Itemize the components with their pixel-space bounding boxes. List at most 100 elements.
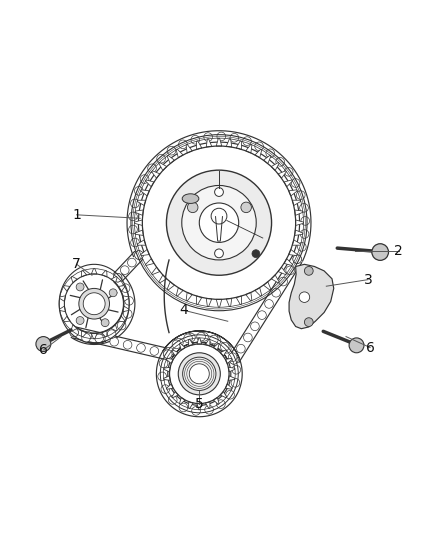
Circle shape xyxy=(197,332,205,341)
Circle shape xyxy=(237,344,245,353)
Circle shape xyxy=(279,277,287,286)
Circle shape xyxy=(83,293,105,314)
Circle shape xyxy=(215,249,223,258)
Circle shape xyxy=(163,350,172,358)
Polygon shape xyxy=(159,275,167,283)
Text: 2: 2 xyxy=(394,244,403,258)
Circle shape xyxy=(191,135,200,144)
Polygon shape xyxy=(213,343,219,350)
Polygon shape xyxy=(292,240,301,245)
Circle shape xyxy=(187,202,198,213)
Circle shape xyxy=(204,133,212,141)
Circle shape xyxy=(117,321,126,330)
Circle shape xyxy=(286,266,294,274)
Circle shape xyxy=(244,333,252,342)
Polygon shape xyxy=(64,286,70,292)
Circle shape xyxy=(349,338,364,353)
Polygon shape xyxy=(60,296,65,301)
Polygon shape xyxy=(141,249,149,256)
Polygon shape xyxy=(278,171,286,178)
Polygon shape xyxy=(137,200,146,206)
Circle shape xyxy=(110,337,119,346)
Circle shape xyxy=(211,208,227,224)
Polygon shape xyxy=(216,300,222,307)
Polygon shape xyxy=(236,296,241,304)
Polygon shape xyxy=(164,367,170,372)
Circle shape xyxy=(158,372,166,381)
Polygon shape xyxy=(102,271,107,277)
Text: 3: 3 xyxy=(364,273,372,287)
Polygon shape xyxy=(197,296,202,304)
Polygon shape xyxy=(197,338,201,344)
Circle shape xyxy=(134,251,143,260)
Polygon shape xyxy=(226,298,232,306)
Polygon shape xyxy=(271,275,279,283)
Circle shape xyxy=(230,356,238,364)
Circle shape xyxy=(36,336,51,351)
Polygon shape xyxy=(220,350,227,356)
Circle shape xyxy=(179,140,187,149)
Circle shape xyxy=(150,346,159,356)
Polygon shape xyxy=(71,277,77,283)
Polygon shape xyxy=(123,306,129,312)
Polygon shape xyxy=(289,264,334,329)
Circle shape xyxy=(140,175,149,183)
Circle shape xyxy=(79,288,110,319)
Polygon shape xyxy=(213,398,219,405)
Circle shape xyxy=(134,251,143,260)
Circle shape xyxy=(129,225,137,234)
Circle shape xyxy=(223,344,231,353)
Circle shape xyxy=(241,202,251,213)
Circle shape xyxy=(372,244,389,260)
Circle shape xyxy=(109,289,117,297)
Polygon shape xyxy=(226,139,232,147)
Circle shape xyxy=(182,185,256,260)
Polygon shape xyxy=(289,190,297,196)
Polygon shape xyxy=(246,293,252,301)
Circle shape xyxy=(300,204,308,212)
Polygon shape xyxy=(225,358,232,364)
Circle shape xyxy=(255,142,263,151)
Circle shape xyxy=(82,334,90,342)
Circle shape xyxy=(184,334,192,343)
Polygon shape xyxy=(91,269,97,274)
Circle shape xyxy=(243,137,251,146)
Polygon shape xyxy=(295,230,303,236)
Circle shape xyxy=(101,319,109,327)
Polygon shape xyxy=(228,367,235,372)
Circle shape xyxy=(113,273,122,282)
Polygon shape xyxy=(263,282,271,290)
Polygon shape xyxy=(172,391,178,398)
Circle shape xyxy=(127,259,136,267)
Circle shape xyxy=(157,155,166,163)
Circle shape xyxy=(83,331,92,340)
Circle shape xyxy=(215,188,223,197)
Circle shape xyxy=(137,344,145,352)
Polygon shape xyxy=(189,402,193,408)
Circle shape xyxy=(163,350,172,358)
Circle shape xyxy=(232,366,240,374)
Polygon shape xyxy=(176,149,183,158)
Polygon shape xyxy=(64,316,70,322)
Polygon shape xyxy=(166,384,173,389)
Polygon shape xyxy=(220,391,227,398)
Circle shape xyxy=(272,288,280,297)
Circle shape xyxy=(123,341,132,349)
Circle shape xyxy=(231,378,240,387)
Polygon shape xyxy=(205,402,210,408)
Polygon shape xyxy=(71,325,77,331)
Polygon shape xyxy=(172,350,178,356)
Polygon shape xyxy=(206,139,212,147)
Circle shape xyxy=(70,328,78,337)
Circle shape xyxy=(96,334,105,343)
Circle shape xyxy=(113,273,122,282)
Circle shape xyxy=(252,250,260,257)
Circle shape xyxy=(168,395,177,404)
Polygon shape xyxy=(137,240,146,245)
Polygon shape xyxy=(134,220,142,225)
Circle shape xyxy=(70,328,78,337)
Circle shape xyxy=(251,322,259,330)
Circle shape xyxy=(161,385,170,393)
Polygon shape xyxy=(135,210,143,215)
Polygon shape xyxy=(123,296,129,301)
